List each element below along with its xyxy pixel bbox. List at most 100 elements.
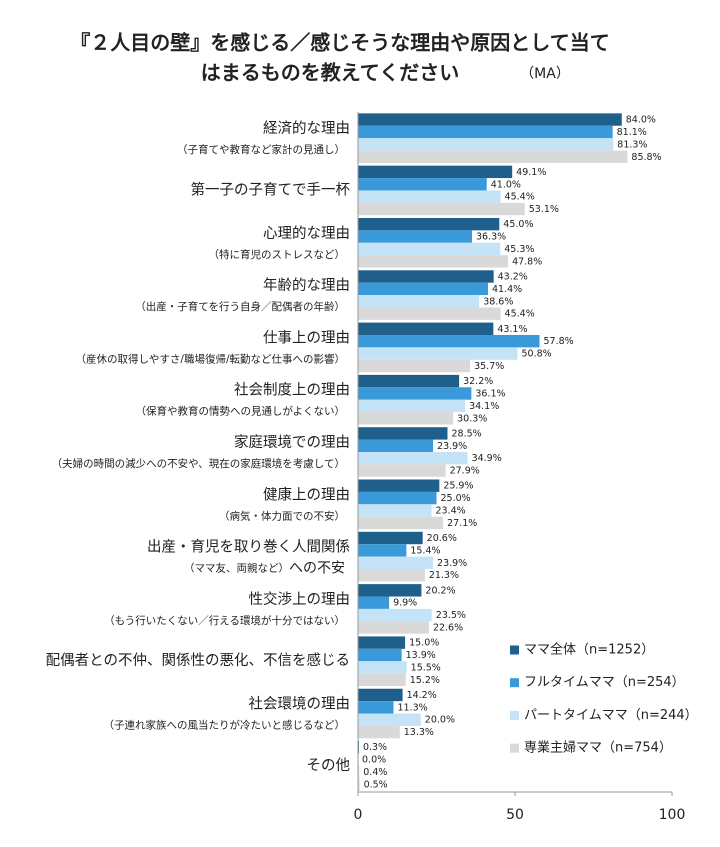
bar bbox=[358, 255, 509, 268]
value-label: 53.1% bbox=[529, 204, 559, 215]
value-label: 41.4% bbox=[492, 284, 522, 295]
bar bbox=[358, 307, 501, 320]
value-label: 85.8% bbox=[631, 152, 661, 163]
bar bbox=[358, 282, 488, 296]
value-label: 15.0% bbox=[409, 638, 439, 649]
bar bbox=[358, 452, 468, 465]
bar bbox=[358, 621, 429, 634]
value-label: 25.9% bbox=[443, 481, 473, 492]
category-label: 第一子の子育てで手一杯 bbox=[191, 180, 351, 198]
bar bbox=[358, 569, 425, 582]
value-label: 20.0% bbox=[425, 715, 455, 726]
value-label: 43.2% bbox=[498, 271, 528, 282]
category-note-part: （子育てや教育など家計の見通し） bbox=[177, 143, 345, 156]
category-label: 家庭環境での理由 bbox=[234, 433, 350, 451]
value-label: 15.4% bbox=[410, 545, 440, 556]
chart-subtitle: （MA） bbox=[520, 66, 570, 82]
bar bbox=[358, 648, 402, 662]
category-note: （保育や教育の情勢への見通しがよくない） bbox=[136, 405, 345, 418]
bar bbox=[358, 242, 501, 256]
value-label: 45.3% bbox=[504, 244, 534, 255]
x-tick-label: 50 bbox=[506, 807, 524, 823]
category-note: （病気・体力面での不安） bbox=[219, 509, 345, 522]
category-note: （子育てや教育など家計の見通し） bbox=[177, 143, 345, 156]
value-label: 35.7% bbox=[474, 361, 504, 372]
bar bbox=[358, 322, 494, 335]
bar bbox=[358, 427, 448, 440]
value-label: 27.9% bbox=[450, 466, 480, 477]
category-note: （子連れ家族への風当たりが冷たいと感じるなど） bbox=[104, 719, 346, 732]
category-note: （夫婦の時間の減少への不安や、現在の家庭環境を考慮して） bbox=[52, 457, 345, 470]
value-label: 43.1% bbox=[497, 324, 527, 335]
value-label: 20.2% bbox=[425, 585, 455, 596]
value-label: 81.1% bbox=[617, 127, 647, 138]
bar bbox=[358, 138, 614, 151]
value-label: 49.1% bbox=[516, 167, 546, 178]
bar bbox=[358, 202, 525, 216]
bar bbox=[358, 230, 472, 243]
value-label: 22.6% bbox=[433, 623, 463, 634]
category-label: 社会環境の理由 bbox=[249, 695, 351, 713]
category-note-part: （夫婦の時間の減少への不安や、現在の家庭環境を考慮して） bbox=[52, 457, 345, 470]
bar bbox=[358, 544, 407, 557]
bar bbox=[358, 516, 444, 530]
value-label: 45.4% bbox=[505, 309, 535, 320]
value-label: 41.0% bbox=[491, 179, 521, 190]
legend-swatch bbox=[510, 743, 519, 753]
category-note-part: （ママ友、両親など） bbox=[184, 562, 289, 575]
bar bbox=[358, 556, 434, 570]
bar bbox=[358, 165, 513, 179]
bar bbox=[358, 479, 440, 492]
value-label: 84.0% bbox=[626, 115, 656, 126]
legend-swatch bbox=[510, 645, 519, 655]
bar bbox=[358, 673, 406, 687]
legend-label: フルタイムママ（n=254） bbox=[524, 675, 685, 690]
value-label: 13.3% bbox=[404, 727, 434, 738]
value-label: 13.9% bbox=[406, 650, 436, 661]
value-label: 28.5% bbox=[451, 428, 481, 439]
category-note-part: への不安 bbox=[289, 561, 345, 577]
bar bbox=[358, 464, 446, 477]
x-tick-label: 100 bbox=[659, 807, 686, 823]
value-label: 45.4% bbox=[505, 192, 535, 203]
bar bbox=[358, 270, 494, 283]
bar bbox=[358, 439, 434, 452]
bar bbox=[358, 504, 432, 517]
legend-label: 専業主婦ママ（n=754） bbox=[524, 740, 672, 756]
category-label: 健康上の理由 bbox=[263, 486, 350, 503]
bar bbox=[358, 359, 471, 373]
value-label: 15.5% bbox=[411, 662, 441, 673]
bar bbox=[358, 190, 501, 203]
value-label: 57.8% bbox=[543, 336, 573, 347]
category-note-part: （出産・子育てを行う自身／配偶者の年齢） bbox=[135, 300, 345, 313]
value-label: 0.5% bbox=[364, 779, 388, 790]
value-label: 47.8% bbox=[512, 256, 542, 267]
category-note-part: （もう行いたくない／行える環境が十分ではない） bbox=[104, 614, 345, 627]
bar bbox=[358, 295, 480, 308]
category-label: 性交渉上の理由 bbox=[249, 590, 351, 608]
bar bbox=[358, 765, 360, 779]
category-label: 社会制度上の理由 bbox=[234, 382, 350, 399]
category-note-part: （産休の取得しやすさ/職場復帰/転勤など仕事への影響） bbox=[76, 352, 345, 365]
bar bbox=[358, 725, 400, 739]
bar bbox=[358, 491, 437, 505]
category-note: （特に育児のストレスなど） bbox=[209, 248, 346, 261]
category-label: 心理的な理由 bbox=[263, 225, 350, 242]
value-label: 23.5% bbox=[436, 610, 466, 621]
bar bbox=[358, 347, 518, 360]
bar bbox=[358, 713, 421, 726]
legend-swatch bbox=[510, 678, 519, 688]
category-note-part: （特に育児のストレスなど） bbox=[209, 248, 346, 261]
category-note-part: （子連れ家族への風当たりが冷たいと感じるなど） bbox=[104, 719, 346, 732]
bar bbox=[358, 636, 406, 649]
category-label: その他 bbox=[307, 757, 351, 774]
value-label: 15.2% bbox=[410, 675, 440, 686]
bar bbox=[358, 584, 422, 597]
value-label: 38.6% bbox=[483, 296, 513, 307]
value-label: 0.3% bbox=[363, 742, 387, 753]
bar bbox=[358, 113, 622, 126]
category-label: 経済的な理由 bbox=[263, 120, 350, 137]
category-label: 出産・育児を取り巻く人間関係 bbox=[147, 539, 350, 556]
value-label: 36.1% bbox=[475, 388, 505, 399]
